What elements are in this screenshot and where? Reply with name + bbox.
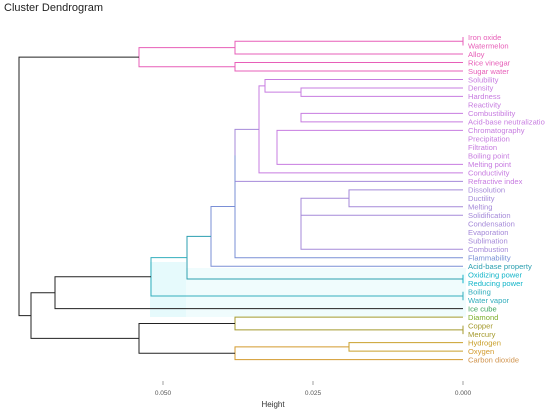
dendrogram-link — [300, 112, 463, 123]
leaf-label: Solidification — [468, 211, 511, 220]
leaf-label: Melting point — [468, 160, 512, 169]
leaf-label: Evaporation — [468, 228, 509, 237]
dendrogram-link — [234, 128, 463, 182]
leaf-label: Sublimation — [468, 237, 508, 246]
leaf-label: Combustibility — [468, 109, 515, 118]
leaf-label: Reducing power — [468, 279, 523, 288]
leaf-label: Chromatography — [468, 126, 525, 135]
leaf-label: Precipitation — [468, 135, 510, 144]
x-tick-label: 0.000 — [455, 390, 472, 397]
leaf-label: Hydrogen — [468, 338, 501, 347]
cyan-highlight-right — [186, 268, 466, 317]
leaf-label: Alloy — [468, 50, 485, 59]
dendrogram-link — [264, 78, 463, 93]
dendrogram-link — [348, 189, 463, 208]
leaf-label: Ice cube — [468, 304, 497, 313]
dendrogram-links — [18, 37, 464, 361]
leaf-label: Hardness — [468, 92, 501, 101]
leaf-label: Refractive index — [468, 177, 523, 186]
leaf-label: Melting — [468, 203, 492, 212]
dendrogram-link — [276, 129, 463, 165]
leaf-label: Oxygen — [468, 347, 494, 356]
leaf-label: Water vapor — [468, 296, 510, 305]
leaf-label: Iron oxide — [468, 33, 501, 42]
leaf-label: Density — [468, 84, 494, 93]
dendrogram-link — [18, 56, 139, 317]
leaf-label: Mercury — [468, 330, 496, 339]
dendrogram-link — [258, 85, 463, 174]
chart-title: Cluster Dendrogram — [4, 2, 104, 14]
dendrogram-link — [138, 323, 235, 354]
leaf-label: Watermelon — [468, 41, 509, 50]
leaf-label: Filtration — [468, 143, 497, 152]
leaf-label: Diamond — [468, 313, 498, 322]
leaf-label: Reactivity — [468, 101, 501, 110]
dendrogram-link — [300, 214, 463, 250]
leaf-label: Rice vinegar — [468, 58, 511, 67]
x-tick-label: 0.050 — [155, 390, 172, 397]
x-tick-label: 0.025 — [305, 390, 322, 397]
leaf-label: Conductivity — [468, 169, 510, 178]
leaf-label: Copper — [468, 321, 493, 330]
cyan-highlight-left — [150, 262, 186, 317]
leaf-label: Dissolution — [468, 186, 505, 195]
dendrogram-link — [234, 316, 463, 331]
leaf-label: Acid-base neutralizatio — [468, 118, 545, 127]
dendrogram-link — [234, 61, 463, 72]
leaf-label: Flammability — [468, 254, 511, 263]
dendrogram-link — [300, 197, 349, 233]
dendrogram-link — [138, 47, 235, 68]
dendrogram-link — [348, 342, 463, 352]
leaf-label: Solubility — [468, 75, 499, 84]
dendrogram-link — [30, 292, 139, 339]
leaf-label: Boiling point — [468, 152, 510, 161]
dendrogram-link — [300, 87, 463, 97]
x-axis-title: Height — [261, 400, 285, 409]
dendrogram-link — [234, 40, 463, 55]
leaf-label: Condensation — [468, 220, 515, 229]
leaf-label: Oxidizing power — [468, 271, 522, 280]
x-axis: 0.050 0.025 0.000 — [155, 381, 472, 397]
leaf-label: Acid-base property — [468, 262, 532, 271]
dendrogram-link — [234, 155, 463, 259]
leaf-label: Combustion — [468, 245, 509, 254]
leaf-label: Ductility — [468, 194, 495, 203]
leaf-label: Sugar water — [468, 67, 509, 76]
leaf-label: Carbon dioxide — [468, 355, 519, 364]
leaf-label: Boiling — [468, 288, 491, 297]
